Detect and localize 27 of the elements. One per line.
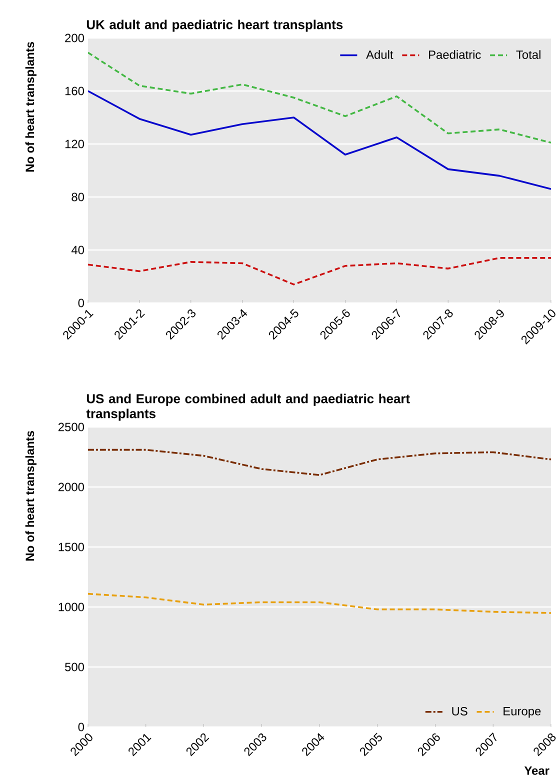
legend-label: Europe bbox=[504, 707, 541, 718]
line-series bbox=[88, 592, 551, 614]
y-axis-title: No of heart transplants bbox=[25, 42, 36, 172]
y-tick-label: 80 bbox=[72, 192, 84, 202]
x-axis-title: Year bbox=[524, 766, 550, 775]
legend-label: Total bbox=[516, 50, 540, 59]
y-tick-label: 160 bbox=[65, 86, 84, 96]
legend-label: Adult bbox=[366, 50, 394, 59]
y-tick-label: 40 bbox=[71, 246, 84, 254]
line-series bbox=[88, 52, 551, 144]
y-tick-label: 0 bbox=[78, 298, 84, 308]
y-tick-label: 200 bbox=[65, 34, 84, 42]
legend-label: Paediatric bbox=[429, 50, 481, 59]
y-tick-label: 500 bbox=[65, 662, 84, 672]
chart-title: UK adult and paediatric heart transplants bbox=[86, 20, 343, 32]
y-tick-label: 2000 bbox=[58, 482, 84, 492]
y-tick-label: 1000 bbox=[58, 602, 84, 612]
line-series bbox=[88, 257, 551, 286]
line-series bbox=[88, 448, 551, 476]
y-tick-label: 1500 bbox=[58, 542, 84, 552]
legend-label: US bbox=[452, 706, 468, 716]
y-tick-label: 0 bbox=[78, 722, 84, 732]
line-series bbox=[88, 90, 551, 190]
y-tick-label: 120 bbox=[65, 140, 84, 148]
y-tick-label: 2500 bbox=[58, 422, 84, 432]
y-axis-title: No of heart transplants bbox=[25, 431, 36, 561]
chart-title: US and Europe combined adult and paediatric heart transplants bbox=[86, 394, 410, 421]
